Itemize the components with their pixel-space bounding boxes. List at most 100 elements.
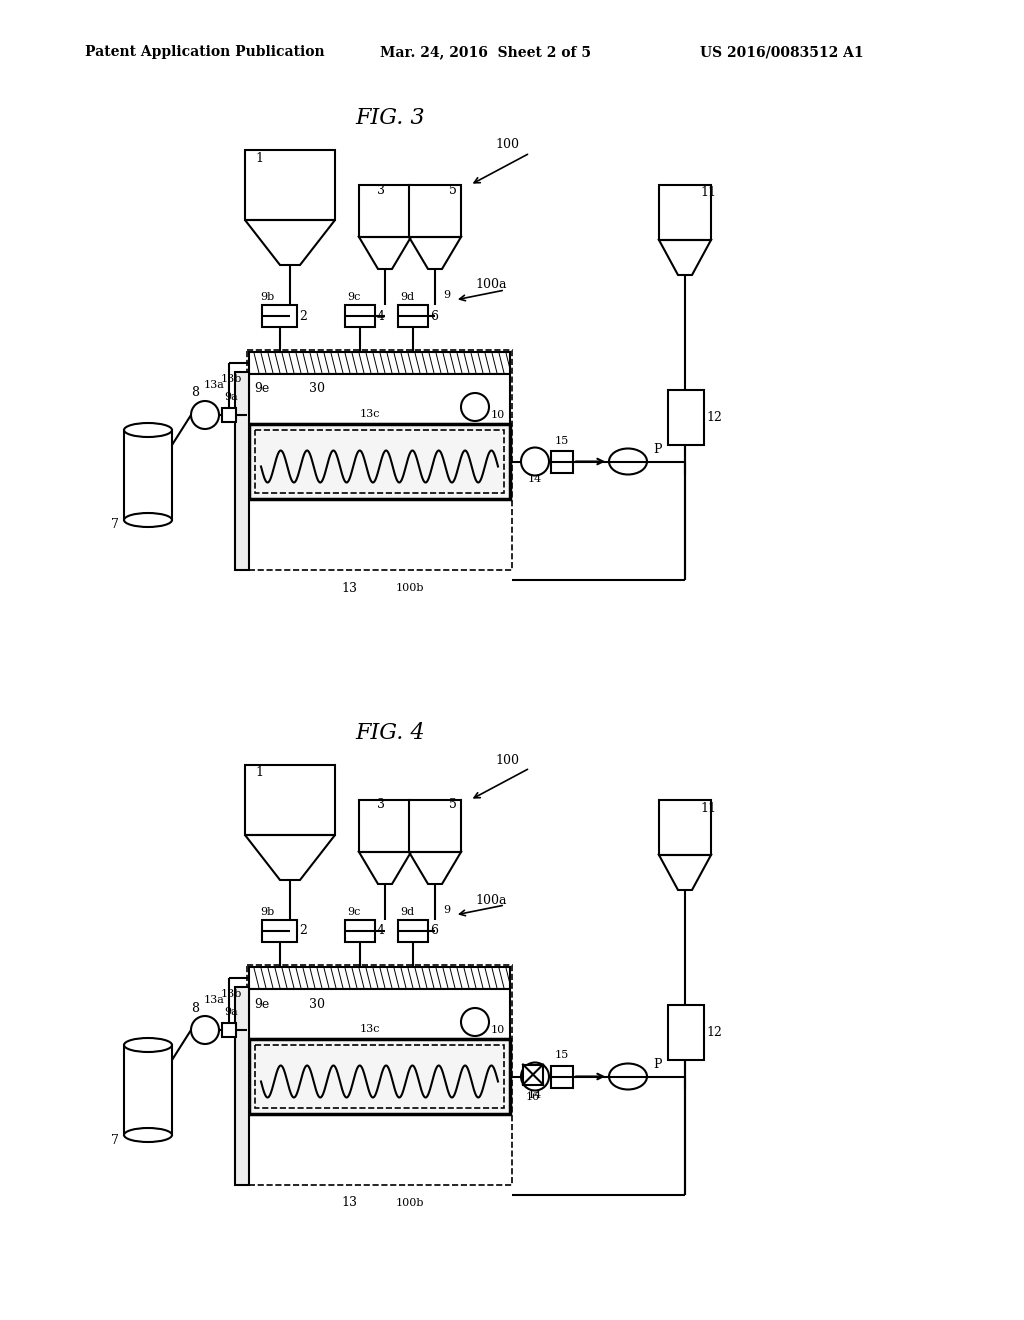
Text: 13c: 13c — [359, 409, 380, 418]
Text: 13: 13 — [341, 1196, 357, 1209]
Text: P: P — [653, 1059, 662, 1071]
Bar — [409, 185, 461, 238]
Bar — [345, 305, 375, 327]
Circle shape — [521, 447, 549, 475]
Text: 13b: 13b — [220, 989, 242, 999]
Text: FIG. 3: FIG. 3 — [355, 107, 425, 129]
Bar — [659, 185, 711, 240]
Bar — [247, 350, 512, 570]
Ellipse shape — [124, 513, 172, 527]
Text: 9: 9 — [443, 906, 451, 915]
Text: 11: 11 — [700, 801, 716, 814]
Bar — [247, 965, 512, 1185]
Text: 14: 14 — [528, 474, 542, 484]
Ellipse shape — [124, 1038, 172, 1052]
Circle shape — [521, 1063, 549, 1090]
Bar — [668, 1005, 705, 1060]
Bar — [234, 987, 249, 1185]
Text: 12: 12 — [706, 1026, 722, 1039]
Bar — [262, 305, 297, 327]
Text: 30: 30 — [309, 998, 325, 1011]
Text: 100: 100 — [495, 754, 519, 767]
Text: 9e: 9e — [254, 998, 269, 1011]
Bar — [124, 1045, 172, 1135]
Bar — [398, 920, 428, 942]
Text: 100: 100 — [495, 139, 519, 152]
Bar — [551, 450, 573, 473]
Ellipse shape — [124, 422, 172, 437]
Text: 9d: 9d — [400, 292, 414, 302]
Bar — [659, 800, 711, 855]
Text: 30: 30 — [309, 383, 325, 396]
Circle shape — [191, 1016, 219, 1044]
Text: 4: 4 — [377, 309, 385, 322]
Text: 6: 6 — [430, 924, 438, 937]
Bar — [249, 424, 510, 499]
Text: 12: 12 — [706, 411, 722, 424]
Text: 9b: 9b — [260, 907, 274, 917]
Text: 2: 2 — [299, 924, 307, 937]
Text: 7: 7 — [112, 1134, 119, 1147]
Text: 10: 10 — [490, 411, 505, 420]
Text: 100b: 100b — [395, 583, 424, 593]
Text: 100b: 100b — [395, 1199, 424, 1208]
Text: US 2016/0083512 A1: US 2016/0083512 A1 — [700, 45, 863, 59]
Bar — [124, 430, 172, 520]
Bar — [523, 1064, 543, 1085]
Bar — [359, 800, 411, 851]
Text: 3: 3 — [377, 799, 385, 812]
Text: 16: 16 — [526, 1092, 540, 1101]
Text: 1: 1 — [255, 152, 263, 165]
Bar — [551, 1065, 573, 1088]
Bar — [262, 920, 297, 942]
Bar — [249, 1039, 510, 1114]
Bar — [255, 1045, 504, 1107]
Text: FIG. 4: FIG. 4 — [355, 722, 425, 744]
Text: 9e: 9e — [254, 383, 269, 396]
Text: 9: 9 — [443, 290, 451, 300]
Text: 9a: 9a — [224, 392, 238, 403]
Text: Patent Application Publication: Patent Application Publication — [85, 45, 325, 59]
Text: 9b: 9b — [260, 292, 274, 302]
Bar — [222, 408, 236, 422]
Text: 13: 13 — [341, 582, 357, 594]
Bar — [234, 372, 249, 570]
Text: 3: 3 — [377, 183, 385, 197]
Text: 100a: 100a — [475, 279, 507, 292]
Bar — [245, 766, 335, 836]
Text: 1: 1 — [255, 767, 263, 780]
Bar — [398, 305, 428, 327]
Text: Mar. 24, 2016  Sheet 2 of 5: Mar. 24, 2016 Sheet 2 of 5 — [380, 45, 591, 59]
Circle shape — [191, 401, 219, 429]
Bar — [668, 389, 705, 445]
Bar — [249, 989, 510, 1039]
Text: 9a: 9a — [224, 1007, 238, 1016]
Text: 5: 5 — [449, 799, 457, 812]
Text: 4: 4 — [377, 924, 385, 937]
Text: 7: 7 — [112, 519, 119, 532]
Circle shape — [461, 1008, 489, 1036]
Text: 14: 14 — [528, 1089, 542, 1100]
Text: 10: 10 — [490, 1026, 505, 1035]
Circle shape — [461, 393, 489, 421]
Text: 2: 2 — [299, 309, 307, 322]
Text: 13b: 13b — [220, 374, 242, 384]
Ellipse shape — [124, 1129, 172, 1142]
Text: 8: 8 — [191, 387, 199, 400]
Text: 15: 15 — [555, 1051, 569, 1060]
Text: 13a: 13a — [204, 380, 225, 389]
Text: 9d: 9d — [400, 907, 414, 917]
Bar — [345, 920, 375, 942]
Text: 13a: 13a — [204, 995, 225, 1005]
Bar — [249, 968, 510, 989]
Text: 9c: 9c — [347, 907, 360, 917]
Bar — [359, 185, 411, 238]
Text: 5: 5 — [449, 183, 457, 197]
Text: 100a: 100a — [475, 894, 507, 907]
Text: 8: 8 — [191, 1002, 199, 1015]
Ellipse shape — [609, 449, 647, 474]
Bar — [245, 150, 335, 220]
Bar — [409, 800, 461, 851]
Text: 15: 15 — [555, 436, 569, 446]
Bar — [249, 374, 510, 424]
